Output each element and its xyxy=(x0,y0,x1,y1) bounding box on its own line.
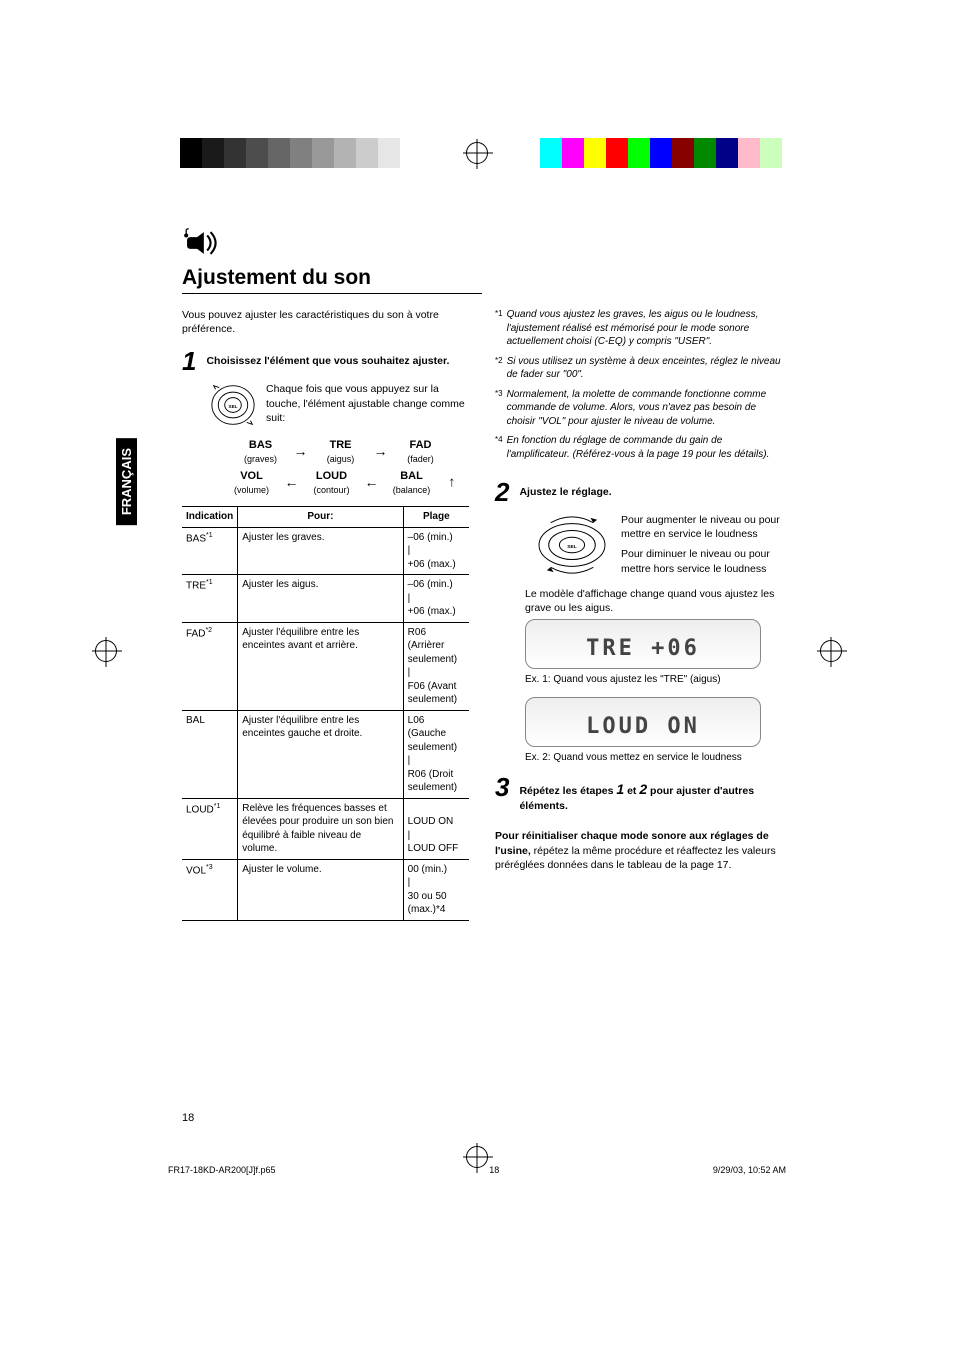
col-header: Pour: xyxy=(238,507,403,528)
table-row: TRE*1Ajuster les aigus.–06 (min.) | +06 … xyxy=(182,575,469,623)
example-caption: Ex. 2: Quand vous mettez en service le l… xyxy=(525,751,782,765)
footnote: *1Quand vous ajustez les graves, les aig… xyxy=(495,308,782,349)
example-caption: Ex. 1: Quand vous ajustez les "TRE" (aig… xyxy=(525,673,782,687)
lcd-display-2: LOUD ON xyxy=(525,697,761,747)
display-note: Le modèle d'affichage change quand vous … xyxy=(525,587,782,615)
knob-instruction: Chaque fois que vous appuyez sur la touc… xyxy=(266,382,469,428)
step-text: Répétez les étapes 1 et 2 pour ajuster d… xyxy=(519,774,782,813)
step-text: Choisissez l'élément que vous souhaitez … xyxy=(206,348,449,374)
table-row: LOUD*1Relève les fréquences basses et él… xyxy=(182,798,469,859)
arrow-left-icon: ← xyxy=(285,473,299,492)
sel-button-icon: SEL xyxy=(210,382,256,428)
step-1: 1 Choisissez l'élément que vous souhaite… xyxy=(182,348,469,374)
col-header: Plage xyxy=(403,507,469,528)
settings-table: Indication Pour: Plage BAS*1Ajuster les … xyxy=(182,506,469,921)
arrow-right-icon: → xyxy=(294,442,308,461)
intro-text: Vous pouvez ajuster les caractéristiques… xyxy=(182,308,469,336)
footer-date: 9/29/03, 10:52 AM xyxy=(713,1165,786,1175)
col-header: Indication xyxy=(182,507,238,528)
step-number: 3 xyxy=(495,774,509,813)
step-text: Ajustez le réglage. xyxy=(519,479,611,505)
table-row: BAS*1Ajuster les graves.–06 (min.) | +06… xyxy=(182,527,469,575)
footer-page: 18 xyxy=(489,1165,499,1175)
footnote: *3Normalement, la molette de commande fo… xyxy=(495,388,782,429)
grayscale-colorbar xyxy=(180,138,422,168)
color-colorbar xyxy=(540,138,782,168)
page-content: Ajustement du son Vous pouvez ajuster le… xyxy=(132,178,822,1138)
reset-instructions: Pour réinitialiser chaque mode sonore au… xyxy=(495,829,782,872)
page-number: 18 xyxy=(182,1112,194,1124)
svg-text:SEL: SEL xyxy=(229,404,238,409)
registration-mark xyxy=(466,142,488,164)
table-row: VOL*3Ajuster le volume.00 (min.) | 30 ou… xyxy=(182,859,469,920)
lcd-display-1: TRE +06 xyxy=(525,619,761,669)
footnote: *4En fonction du réglage de commande du … xyxy=(495,434,782,461)
mode-flow-diagram: BAS(graves) → TRE(aigus) → FAD(fader) VO… xyxy=(212,438,469,496)
arrow-left-icon: ← xyxy=(365,473,379,492)
section-icon xyxy=(182,228,782,258)
right-column: *1Quand vous ajustez les graves, les aig… xyxy=(495,308,782,921)
arrow-left-icon: ← xyxy=(444,476,463,490)
dial-down-text: Pour diminuer le niveau ou pour mettre h… xyxy=(621,547,782,575)
step-2: 2 Ajustez le réglage. xyxy=(495,479,782,505)
footer-file: FR17-18KD-AR200[J]f.p65 xyxy=(168,1165,276,1175)
print-footer: FR17-18KD-AR200[J]f.p65 18 9/29/03, 10:5… xyxy=(168,1165,786,1175)
svg-text:SEL: SEL xyxy=(567,544,576,550)
registration-mark xyxy=(95,640,117,662)
control-dial-icon: SEL xyxy=(533,513,611,577)
page-title: Ajustement du son xyxy=(182,266,482,294)
step-number: 1 xyxy=(182,348,196,374)
arrow-right-icon: → xyxy=(374,442,388,461)
step-3: 3 Répétez les étapes 1 et 2 pour ajuster… xyxy=(495,774,782,813)
table-row: FAD*2Ajuster l'équilibre entre les encei… xyxy=(182,622,469,710)
footnote: *2Si vous utilisez un système à deux enc… xyxy=(495,355,782,382)
registration-mark xyxy=(820,640,842,662)
dial-up-text: Pour augmenter le niveau ou pour mettre … xyxy=(621,513,782,541)
table-row: BALAjuster l'équilibre entre les enceint… xyxy=(182,710,469,798)
left-column: Vous pouvez ajuster les caractéristiques… xyxy=(182,308,469,921)
step-number: 2 xyxy=(495,479,509,505)
